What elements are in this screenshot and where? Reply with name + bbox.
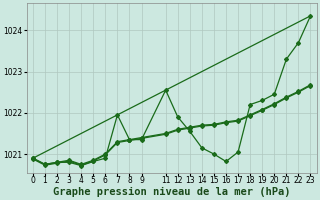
X-axis label: Graphe pression niveau de la mer (hPa): Graphe pression niveau de la mer (hPa) xyxy=(53,186,291,197)
